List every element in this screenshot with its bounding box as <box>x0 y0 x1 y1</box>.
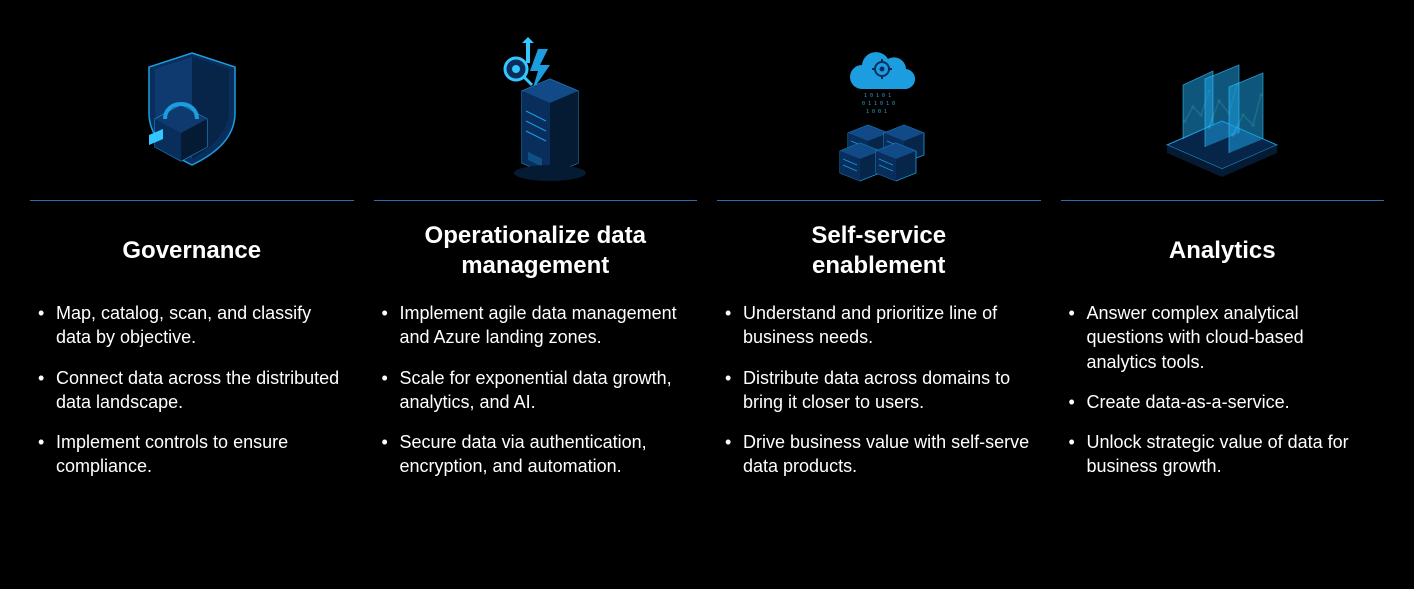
bullet-item: Understand and prioritize line of busine… <box>723 301 1035 350</box>
bullet-item: Map, catalog, scan, and classify data by… <box>36 301 348 350</box>
svg-text:1 0 1 0 1: 1 0 1 0 1 <box>864 93 891 99</box>
bullet-list: Answer complex analytical questions with… <box>1061 301 1385 495</box>
column-title: Operationalize data management <box>374 219 698 283</box>
analytics-chart-icon <box>1147 35 1297 185</box>
bullet-item: Secure data via authentication, encrypti… <box>380 430 692 479</box>
infographic-container: Governance Map, catalog, scan, and class… <box>0 0 1414 589</box>
bullet-item: Scale for exponential data growth, analy… <box>380 366 692 415</box>
column-divider <box>1061 200 1385 201</box>
svg-text:1 0 0 1: 1 0 0 1 <box>866 109 887 115</box>
bullet-list: Understand and prioritize line of busine… <box>717 301 1041 495</box>
bullet-item: Implement controls to ensure compliance. <box>36 430 348 479</box>
bullet-list: Implement agile data management and Azur… <box>374 301 698 495</box>
column-title: Self-service enablement <box>717 219 1041 283</box>
column-divider <box>374 200 698 201</box>
bullet-item: Create data-as-a-service. <box>1067 390 1379 414</box>
column-operationalize: Operationalize data management Implement… <box>374 20 698 569</box>
icon-wrap: 1 0 1 0 1 0 1 1 0 1 0 1 0 0 1 <box>717 20 1041 200</box>
server-magnify-icon <box>460 35 610 185</box>
column-title: Analytics <box>1061 219 1385 283</box>
bullet-item: Distribute data across domains to bring … <box>723 366 1035 415</box>
bullet-list: Map, catalog, scan, and classify data by… <box>30 301 354 495</box>
column-divider <box>717 200 1041 201</box>
column-self-service: 1 0 1 0 1 0 1 1 0 1 0 1 0 0 1 <box>717 20 1041 569</box>
bullet-item: Connect data across the distributed data… <box>36 366 348 415</box>
cloud-servers-icon: 1 0 1 0 1 0 1 1 0 1 0 1 0 0 1 <box>804 35 954 185</box>
bullet-item: Unlock strategic value of data for busin… <box>1067 430 1379 479</box>
bullet-item: Drive business value with self-serve dat… <box>723 430 1035 479</box>
icon-wrap <box>1061 20 1385 200</box>
bullet-item: Answer complex analytical questions with… <box>1067 301 1379 374</box>
column-governance: Governance Map, catalog, scan, and class… <box>30 20 354 569</box>
shield-lock-icon <box>117 35 267 185</box>
column-analytics: Analytics Answer complex analytical ques… <box>1061 20 1385 569</box>
bullet-item: Implement agile data management and Azur… <box>380 301 692 350</box>
icon-wrap <box>374 20 698 200</box>
column-divider <box>30 200 354 201</box>
svg-text:0 1 1 0 1 0: 0 1 1 0 1 0 <box>862 101 895 107</box>
icon-wrap <box>30 20 354 200</box>
column-title: Governance <box>30 219 354 283</box>
